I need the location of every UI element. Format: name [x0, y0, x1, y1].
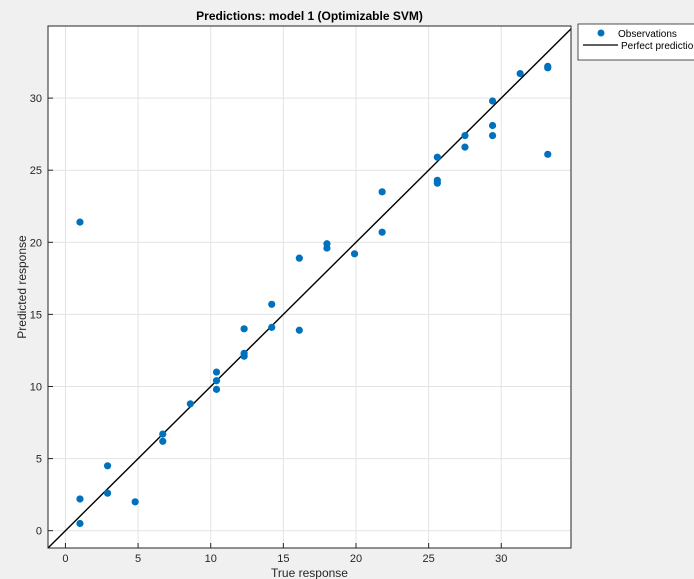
observation-point	[488, 121, 497, 130]
y-axis-label: Predicted response	[15, 235, 29, 339]
observation-point	[212, 377, 221, 385]
legend-observations-label: Observations	[618, 29, 677, 40]
observation-point	[488, 131, 497, 140]
x-tick-label: 5	[135, 553, 141, 565]
y-tick-label: 15	[30, 309, 42, 321]
observation-point	[350, 250, 359, 258]
observation-point	[516, 69, 524, 78]
observation-point	[212, 368, 221, 376]
perfect-prediction-line-group	[47, 28, 572, 549]
observation-point	[186, 400, 194, 408]
x-axis-label: True response	[271, 566, 348, 579]
x-axis-ticks: 0 5 10 15 20 25 30	[62, 543, 507, 565]
observation-point	[76, 495, 84, 503]
observation-point	[433, 153, 441, 161]
observation-point	[159, 430, 167, 438]
plot-frame	[47, 25, 572, 549]
observation-point	[268, 323, 276, 331]
chart-title: Predictions: model 1 (Optimizable SVM)	[196, 9, 423, 23]
grid-lines	[48, 26, 571, 548]
observation-point	[378, 228, 386, 236]
y-axis-ticks: 0 5 10 15 20 25 30	[30, 93, 53, 538]
observation-point	[131, 498, 139, 506]
x-tick-label: 25	[423, 553, 435, 565]
x-tick-label: 15	[277, 553, 289, 565]
observation-point	[461, 143, 469, 151]
x-tick-label: 20	[350, 553, 362, 565]
observation-point	[240, 352, 248, 360]
x-tick-label: 10	[205, 553, 217, 565]
y-tick-label: 20	[30, 237, 42, 249]
observation-point	[76, 218, 84, 226]
y-tick-label: 25	[30, 165, 42, 177]
observation-point	[295, 254, 303, 262]
y-tick-label: 30	[30, 93, 42, 105]
y-tick-label: 5	[36, 454, 42, 466]
observation-point	[461, 131, 469, 140]
y-tick-label: 0	[36, 526, 42, 538]
observation-point	[212, 385, 221, 393]
observation-points	[76, 62, 552, 528]
observation-point	[488, 97, 497, 105]
observation-point	[323, 244, 331, 252]
observation-point	[544, 64, 552, 72]
observation-point	[268, 300, 276, 308]
legend: Observations Perfect prediction	[577, 23, 694, 61]
y-tick-label: 10	[30, 381, 42, 393]
observation-point	[240, 325, 248, 333]
observation-point	[295, 326, 303, 334]
observation-point	[76, 519, 84, 528]
observation-point	[103, 462, 112, 470]
legend-box	[577, 23, 694, 61]
observation-point	[378, 188, 386, 196]
x-tick-label: 30	[495, 553, 507, 565]
observation-point	[103, 489, 112, 497]
legend-perfect-prediction-label: Perfect prediction	[621, 41, 694, 52]
x-tick-label: 0	[62, 553, 68, 565]
observation-point	[433, 179, 441, 187]
observation-point	[544, 150, 552, 158]
perfect-prediction-line	[47, 28, 572, 549]
observation-point	[159, 437, 167, 445]
legend-observations-marker	[597, 29, 605, 37]
